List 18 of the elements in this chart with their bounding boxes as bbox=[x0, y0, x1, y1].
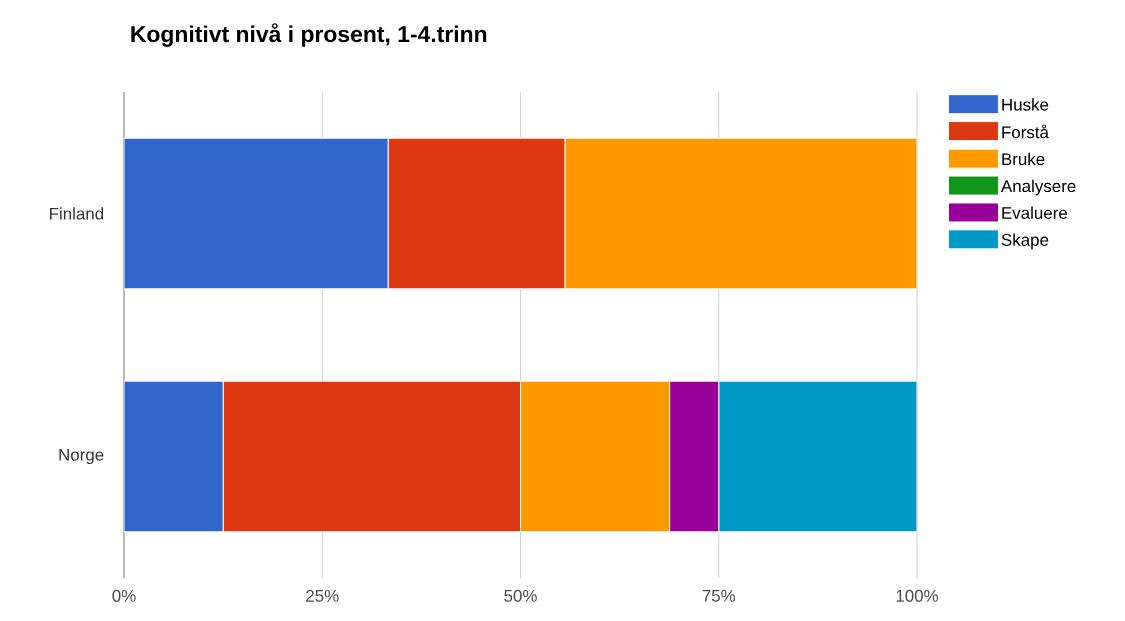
x-tick-label: 50% bbox=[504, 589, 537, 602]
chart-title: Kognitivt nivå i prosent, 1-4.trinn bbox=[131, 23, 487, 47]
legend-label: Forstå bbox=[1002, 124, 1049, 139]
legend-label: Bruke bbox=[1002, 152, 1045, 166]
x-tick-label: 25% bbox=[306, 589, 339, 602]
bar bbox=[124, 380, 224, 533]
x-tick-label: 100% bbox=[896, 589, 939, 602]
legend-label: Evaluere bbox=[1002, 206, 1068, 219]
legend-label: Skape bbox=[1001, 233, 1049, 250]
legend-label: Huske bbox=[1002, 98, 1049, 111]
bar bbox=[520, 380, 671, 533]
bar bbox=[564, 137, 918, 290]
bar bbox=[124, 137, 389, 290]
y-tick-label: Norge bbox=[59, 448, 104, 465]
x-tick-label: 75% bbox=[702, 589, 736, 602]
legend-label: Analysere bbox=[1000, 179, 1076, 196]
y-tick-label: Finland bbox=[50, 207, 104, 220]
x-tick-label: 0% bbox=[112, 589, 136, 602]
